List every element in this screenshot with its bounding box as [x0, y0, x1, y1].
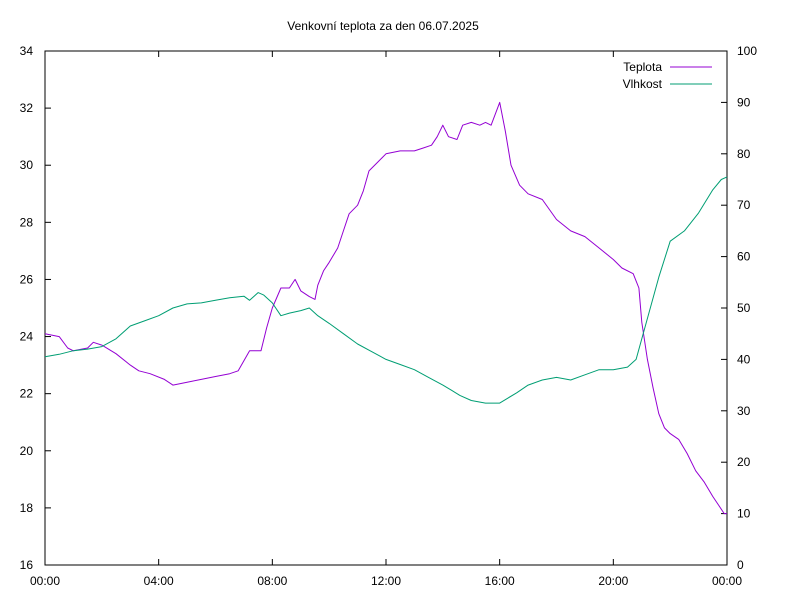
- x-tick-label: 00:00: [712, 574, 742, 588]
- y-tick-label: 22: [20, 387, 34, 401]
- y-tick-label: 16: [20, 558, 34, 572]
- x-tick-label: 04:00: [144, 574, 174, 588]
- y2-tick-label: 90: [737, 95, 751, 109]
- series-line-vlhkost: [44, 176, 728, 404]
- legend: Teplota Vlhkost: [623, 60, 712, 91]
- chart-title: Venkovní teplota za den 06.07.2025: [287, 19, 479, 33]
- y-tick-label: 26: [20, 272, 34, 286]
- axes: 16 18 20 22 24 26 28 30 32 34 0 10 20 30 40 50 60 70 80 90 1…: [20, 44, 758, 588]
- y-tick-label: 18: [20, 501, 34, 515]
- y2-tick-label: 70: [737, 198, 751, 212]
- y2-tick-label: 40: [737, 352, 751, 366]
- y2-tick-label: 10: [737, 507, 751, 521]
- legend-label: Teplota: [623, 60, 662, 74]
- x-tick-label: 08:00: [257, 574, 287, 588]
- y-tick-label: 28: [20, 215, 34, 229]
- y-tick-label: 24: [20, 330, 34, 344]
- x-tick-label: 20:00: [598, 574, 628, 588]
- x-tick-label: 12:00: [371, 574, 401, 588]
- plot-lines: [44, 101, 728, 515]
- legend-label: Vlhkost: [623, 77, 663, 91]
- y2-tick-label: 30: [737, 404, 751, 418]
- y2-tick-label: 20: [737, 455, 751, 469]
- y-tick-label: 34: [20, 44, 34, 58]
- y-tick-label: 32: [20, 101, 34, 115]
- x-tick-label: 00:00: [30, 574, 60, 588]
- x-tick-label: 16:00: [485, 574, 515, 588]
- series-line-teplota: [44, 101, 727, 515]
- y-tick-label: 20: [20, 444, 34, 458]
- y2-tick-label: 60: [737, 250, 751, 264]
- y2-tick-label: 50: [737, 301, 751, 315]
- y2-tick-label: 100: [737, 44, 757, 58]
- y2-tick-label: 0: [737, 558, 744, 572]
- y-tick-label: 30: [20, 158, 34, 172]
- y2-tick-label: 80: [737, 147, 751, 161]
